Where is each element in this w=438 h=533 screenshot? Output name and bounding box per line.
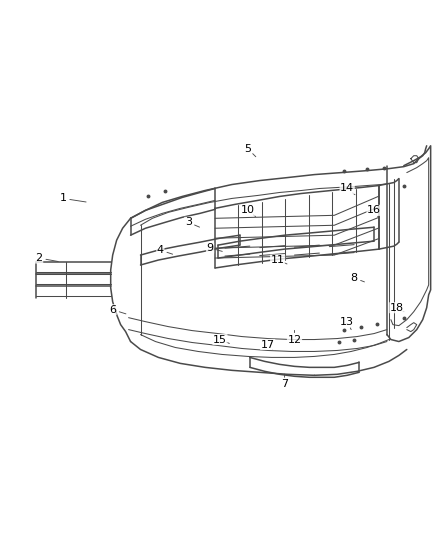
Text: 14: 14 [340, 183, 354, 193]
Text: 18: 18 [390, 303, 404, 313]
Text: 3: 3 [185, 217, 192, 227]
Text: 17: 17 [261, 340, 275, 350]
Text: 1: 1 [60, 193, 67, 204]
Text: 11: 11 [271, 255, 285, 265]
Text: 7: 7 [281, 379, 288, 389]
Text: 8: 8 [350, 273, 358, 283]
Text: 5: 5 [244, 144, 251, 154]
Text: 4: 4 [157, 245, 164, 255]
Text: 15: 15 [213, 335, 227, 344]
Text: 6: 6 [109, 305, 116, 314]
Text: 2: 2 [35, 253, 43, 263]
Text: 10: 10 [241, 205, 255, 215]
Text: 13: 13 [340, 317, 354, 327]
Text: 9: 9 [206, 243, 214, 253]
Text: 16: 16 [367, 205, 381, 215]
Text: 12: 12 [287, 335, 302, 344]
